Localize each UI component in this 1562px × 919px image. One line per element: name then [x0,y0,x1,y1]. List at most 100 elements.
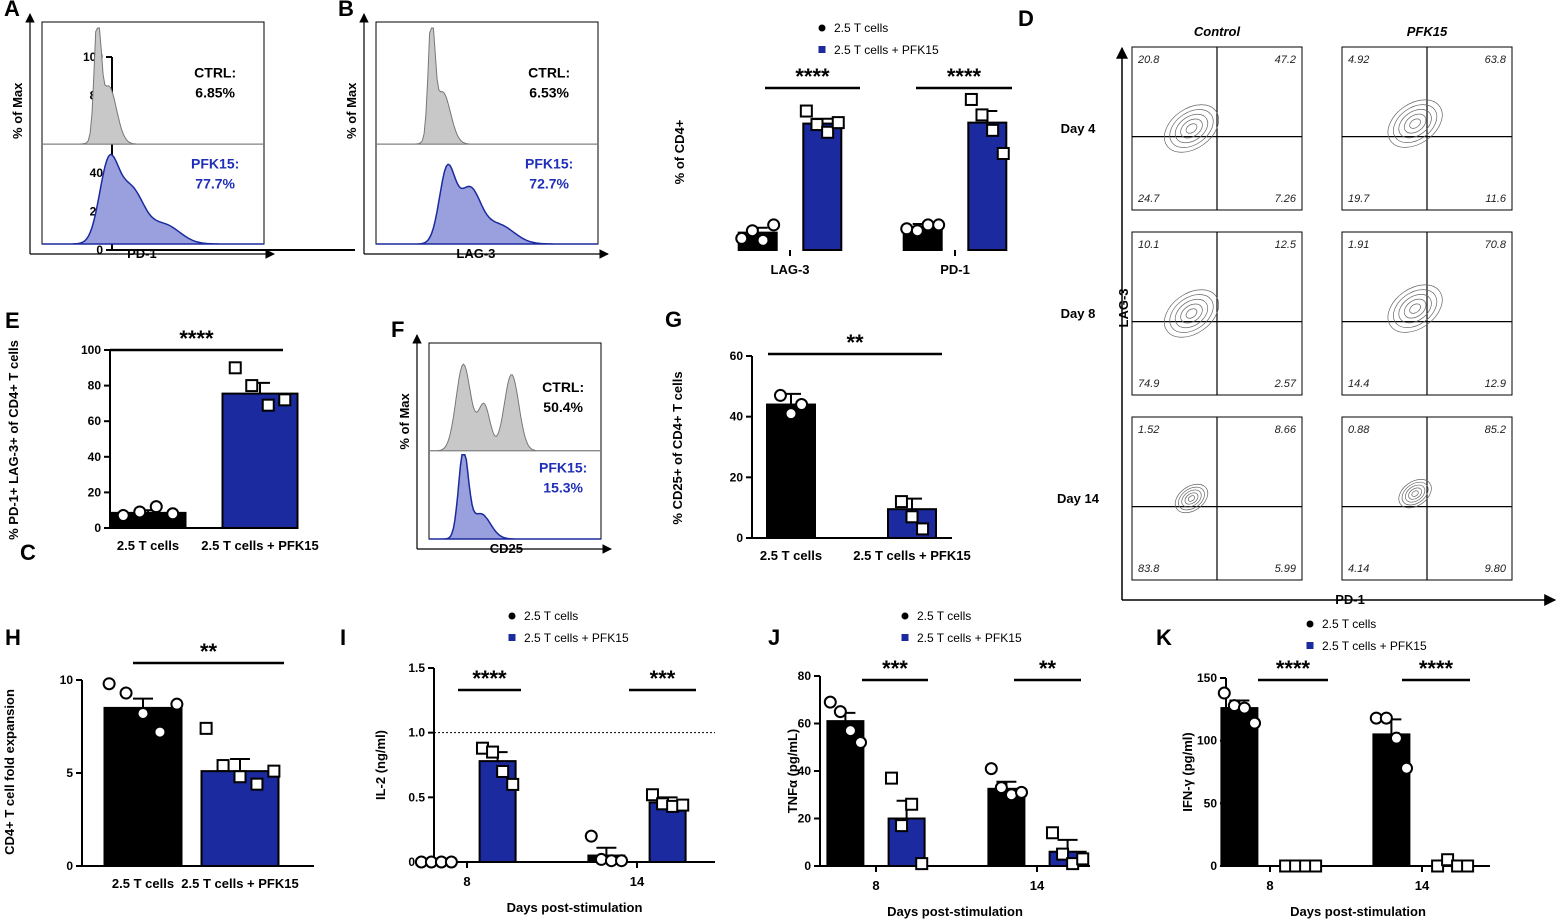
flow-plot: 20.8 47.2 24.7 7.26 [1131,46,1303,211]
data-point-square [996,147,1010,160]
quadrant-upper-left: 1.52 [1138,424,1159,436]
quadrant-lower-left: 74.9 [1138,378,1159,390]
y-axis-label: % CD25+ of CD4+ T cells [670,371,685,524]
quadrant-upper-right: 85.2 [1485,424,1506,436]
contour-ring [1409,118,1421,129]
y-tick-label: 1.0 [408,726,425,740]
y-axis-label: TNFα (pg/mL) [785,729,800,814]
flow-plot: 1.91 70.8 14.4 12.9 [1341,231,1513,396]
y-tick-label: 80 [798,669,812,683]
contour-ring [1398,479,1432,509]
quadrant-upper-right: 12.5 [1275,239,1297,251]
pfk15-value: 77.7% [195,176,235,192]
contour-ring [1174,483,1209,514]
data-point-square [261,398,275,412]
significance-stars: **** [472,666,507,691]
quadrant-lower-right: 12.9 [1485,378,1506,390]
x-axis-label: PD-1 [127,246,157,261]
quadrant-lower-left: 83.8 [1138,563,1160,575]
contour-ring [1187,495,1196,502]
data-point-circle [843,724,857,738]
significance-stars: *** [882,656,908,681]
pfk15-histogram [429,454,601,540]
y-tick-label: 0 [804,859,811,873]
y-tick-label: 5 [66,766,73,780]
data-point-square [250,777,264,791]
column-label: PFK15 [1407,24,1448,39]
x-axis-label: Days post-stimulation [887,904,1023,919]
pfk15-label: PFK15: [539,459,587,475]
y-tick-label: 100 [81,343,101,357]
x-axis-label: Days post-stimulation [1290,904,1426,919]
ctrl-label: CTRL: [528,65,570,81]
data-point-square [267,764,281,778]
quadrant-lower-right: 11.6 [1485,193,1506,205]
legend-marker-ctrl [1306,620,1314,628]
pfk15-value: 72.7% [529,176,569,192]
y-axis-label: IL-2 (ng/ml) [373,730,388,800]
plot-frame [41,21,265,245]
data-point-square [486,745,500,759]
row-label: Day 8 [1061,306,1096,321]
panel-label: D [1018,6,1034,31]
data-point-circle [795,398,809,412]
flow-plot: 10.1 12.5 74.9 2.57 [1131,231,1303,396]
quadrant-upper-left: 10.1 [1138,239,1159,251]
quadrant-upper-right: 8.66 [1275,424,1297,436]
significance-stars: *** [650,666,676,691]
data-point-circle [102,677,116,691]
legend-label: 2.5 T cells + PFK15 [917,631,1022,645]
quadrant-lower-right: 2.57 [1274,378,1297,390]
data-point-square [915,857,929,871]
ctrl-histogram [376,27,598,145]
flow-plot: 4.92 63.8 19.7 11.6 [1341,46,1513,211]
legend-marker-ctrl [901,612,909,620]
y-tick-label: 10 [60,673,74,687]
bar [103,706,183,868]
bar [967,121,1008,251]
significance-stars: ** [846,330,864,355]
data-point-square [905,510,919,524]
y-tick-label: 60 [730,349,744,363]
data-point-circle [1248,716,1262,730]
data-point-square [199,721,213,735]
bar [1220,707,1259,868]
quadrant-upper-right: 70.8 [1485,239,1507,251]
contour-ring [1164,289,1219,338]
y-tick-label: 80 [88,379,102,393]
data-point-circle [1389,731,1403,745]
contour-ring [1387,99,1443,148]
data-point-square [916,522,930,536]
data-point-square [216,759,230,773]
bar [987,787,1026,867]
data-point-square [245,379,259,393]
y-tick-label: 20 [88,485,102,499]
x-tick-label: 2.5 T cells [760,548,822,563]
quadrant-lower-right: 7.26 [1275,193,1297,205]
row-label: Day 14 [1057,491,1100,506]
data-point-circle [932,218,946,232]
ctrl-label: CTRL: [194,65,236,81]
data-point-circle [773,388,787,402]
legend-marker-ctrl [818,24,826,32]
data-point-circle [170,697,184,711]
legend-label: 2.5 T cells + PFK15 [834,43,939,57]
panel-label: F [391,317,404,342]
data-point-circle [1237,701,1251,715]
contour-ring [1393,289,1438,328]
histogram-F: F % of Max CD25 CTRL: 50.4% PFK15: 15.3% [391,317,612,556]
legend-label: 2.5 T cells + PFK15 [1322,639,1427,653]
legend-label: 2.5 T cells [1322,617,1376,631]
legend-marker-pfk [508,634,516,641]
quadrant-lower-right: 5.99 [1275,563,1296,575]
quadrant-lower-left: 19.7 [1348,193,1370,205]
pfk15-histogram [42,153,264,245]
quadrant-upper-left: 0.88 [1348,424,1370,436]
data-point-square [496,764,510,778]
chart-G: G 0 20 40 60 % CD25+ of CD4+ T cells 2.5 T cel… [665,307,971,563]
y-tick-label: 40 [798,764,812,778]
chart-E: E 0 20 40 60 80 100 % PD-1+ LAG-3+ of CD4+ T ce… [5,308,319,553]
data-point-square [895,819,909,833]
